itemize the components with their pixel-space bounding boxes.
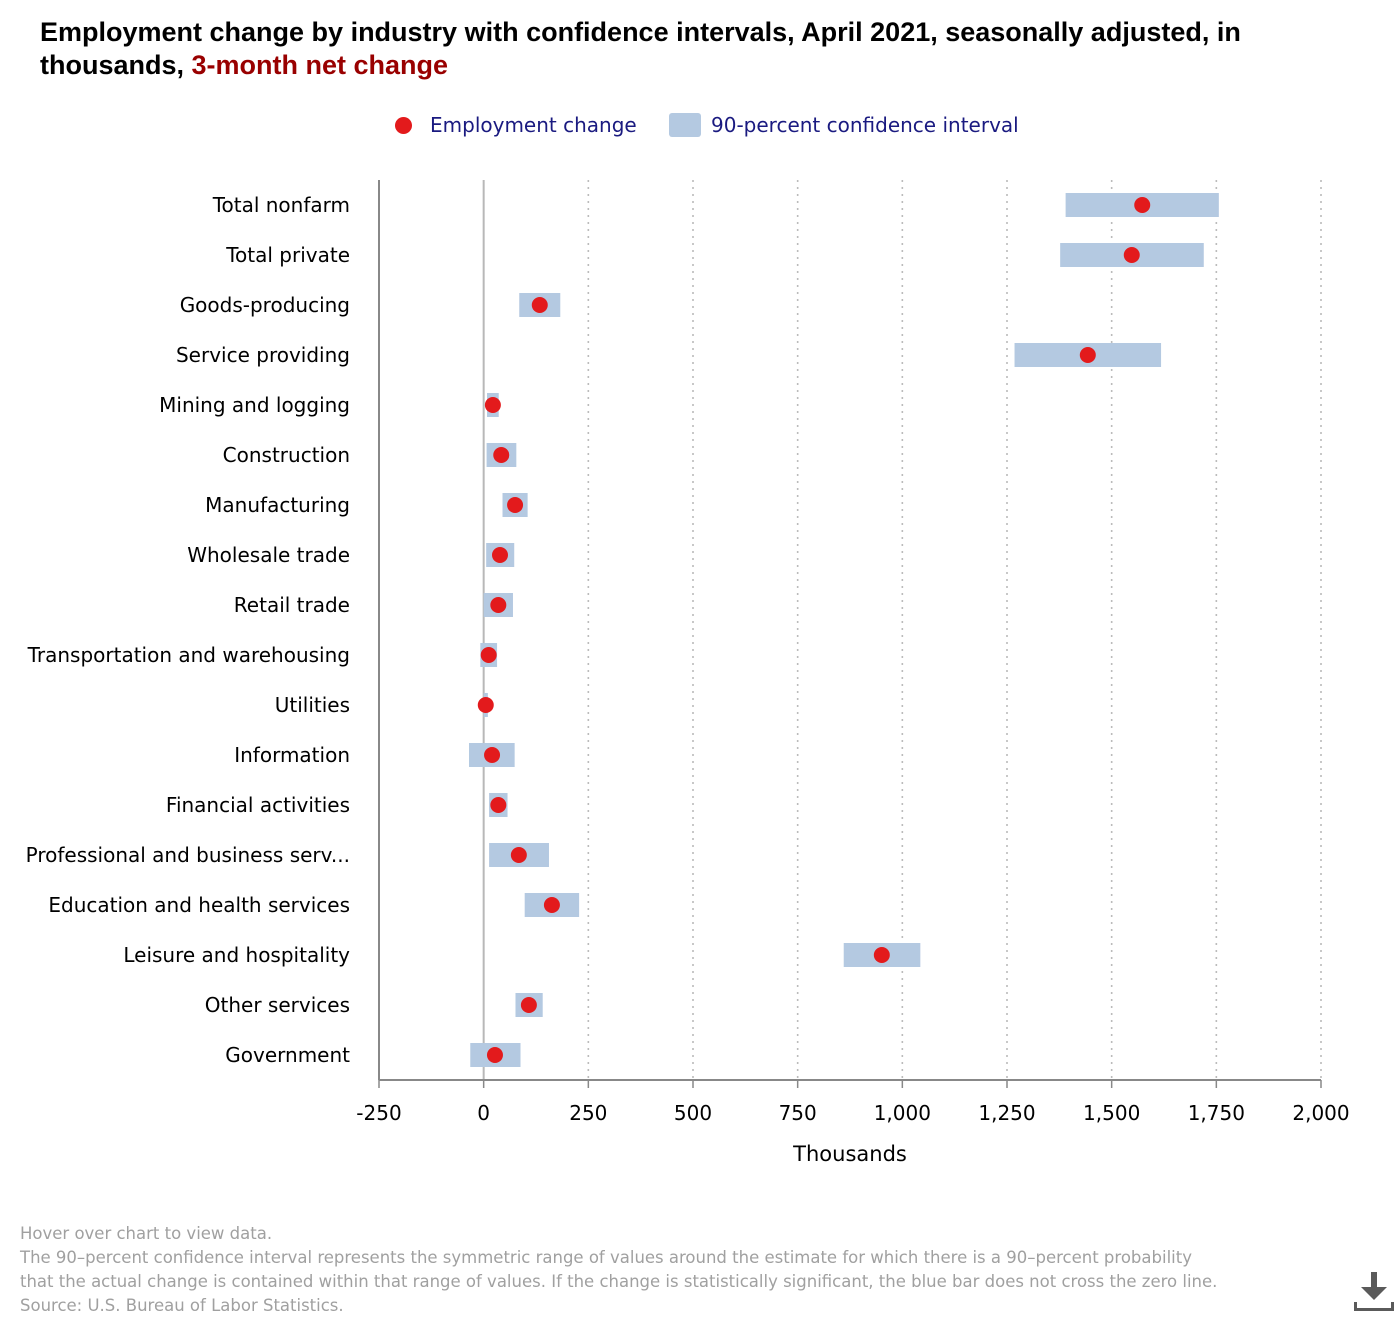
chart-title: Employment change by industry with confi… bbox=[40, 16, 1360, 82]
footer-note-line-2: that the actual change is contained with… bbox=[20, 1272, 1218, 1291]
point-information[interactable] bbox=[484, 747, 501, 763]
y-category-label: Total nonfarm bbox=[212, 193, 350, 217]
x-tick-label: 1,750 bbox=[1188, 1101, 1245, 1125]
x-tick-label: 1,250 bbox=[978, 1101, 1035, 1125]
y-category-label: Total private bbox=[225, 243, 350, 267]
y-category-label: Goods-producing bbox=[180, 293, 350, 317]
point-education-and-health-services[interactable] bbox=[543, 897, 560, 913]
point-financial-activities[interactable] bbox=[490, 797, 507, 813]
point-service-providing[interactable] bbox=[1079, 347, 1096, 363]
point-other-services[interactable] bbox=[520, 997, 537, 1013]
y-category-label: Professional and business serv... bbox=[26, 843, 350, 867]
y-category-label: Other services bbox=[205, 993, 350, 1017]
chart-footer: Hover over chart to view data. The 90–pe… bbox=[20, 1222, 1320, 1318]
y-category-label: Mining and logging bbox=[159, 393, 350, 417]
point-government[interactable] bbox=[486, 1047, 503, 1063]
y-category-label: Education and health services bbox=[48, 893, 350, 917]
footer-note-line-1: The 90–percent confidence interval repre… bbox=[20, 1248, 1192, 1267]
chart-title-highlight: 3-month net change bbox=[191, 50, 449, 80]
legend-point-marker bbox=[395, 116, 412, 134]
y-category-label: Government bbox=[225, 1043, 350, 1067]
y-category-label: Manufacturing bbox=[205, 493, 350, 517]
y-category-label: Transportation and warehousing bbox=[27, 643, 350, 667]
legend: Employment change 90-percent confidence … bbox=[0, 110, 1400, 140]
legend-interval-swatch bbox=[669, 113, 701, 137]
y-category-label: Service providing bbox=[176, 343, 350, 367]
point-professional-and-business-serv[interactable] bbox=[510, 847, 527, 863]
legend-point-label: Employment change bbox=[430, 113, 637, 137]
legend-item-confidence-interval[interactable]: 90-percent confidence interval bbox=[669, 110, 1019, 140]
point-mining-and-logging[interactable] bbox=[484, 397, 501, 413]
legend-interval-label: 90-percent confidence interval bbox=[711, 113, 1019, 137]
y-category-label: Leisure and hospitality bbox=[123, 943, 350, 967]
download-icon bbox=[1354, 1272, 1394, 1311]
legend-item-employment-change[interactable]: Employment change bbox=[395, 110, 637, 140]
x-tick-label: 750 bbox=[779, 1101, 817, 1125]
y-category-label: Utilities bbox=[275, 693, 350, 717]
x-tick-label: 1,500 bbox=[1083, 1101, 1140, 1125]
point-construction[interactable] bbox=[493, 447, 510, 463]
y-category-label: Construction bbox=[223, 443, 350, 467]
x-tick-label: 0 bbox=[477, 1101, 490, 1125]
chart-plot[interactable]: -250 0 250 500 750 1,000 1,250 1,500 1,750 2,000 T… bbox=[0, 0, 1400, 1200]
point-utilities[interactable] bbox=[477, 697, 494, 713]
point-total-nonfarm[interactable] bbox=[1134, 197, 1151, 213]
footer-hover-note: Hover over chart to view data. bbox=[20, 1224, 273, 1243]
point-total-private[interactable] bbox=[1123, 247, 1140, 263]
point-goods-producing[interactable] bbox=[531, 297, 548, 313]
y-category-label: Wholesale trade bbox=[187, 543, 350, 567]
point-manufacturing[interactable] bbox=[507, 497, 524, 513]
chart-title-main: Employment change by industry with confi… bbox=[40, 17, 1241, 80]
x-tick-label: 250 bbox=[569, 1101, 607, 1125]
point-leisure-and-hospitality[interactable] bbox=[873, 947, 890, 963]
x-tick-label: -250 bbox=[356, 1101, 401, 1125]
y-category-label: Financial activities bbox=[166, 793, 350, 817]
x-tick-label: 2,000 bbox=[1292, 1101, 1349, 1125]
download-button[interactable] bbox=[1352, 1270, 1396, 1314]
y-category-label: Information bbox=[234, 743, 350, 767]
x-axis-title: Thousands bbox=[792, 1142, 907, 1166]
x-tick-label: 1,000 bbox=[874, 1101, 931, 1125]
point-transportation-and-warehousing[interactable] bbox=[480, 647, 497, 663]
footer-source: Source: U.S. Bureau of Labor Statistics. bbox=[20, 1296, 344, 1315]
point-wholesale-trade[interactable] bbox=[491, 547, 508, 563]
x-tick-label: 500 bbox=[674, 1101, 712, 1125]
y-category-label: Retail trade bbox=[234, 593, 350, 617]
point-retail-trade[interactable] bbox=[490, 597, 507, 613]
